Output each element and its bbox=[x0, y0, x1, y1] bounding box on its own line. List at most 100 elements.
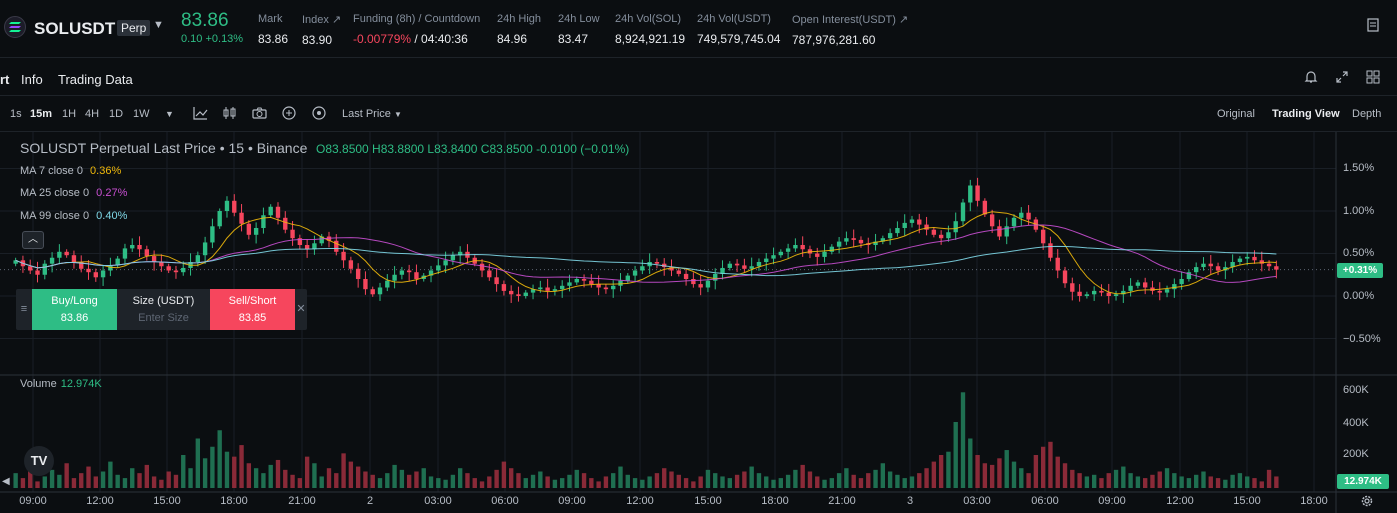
price-axis-tick: 1.50% bbox=[1343, 162, 1375, 174]
volume-bar bbox=[275, 459, 281, 488]
volume-bar bbox=[530, 474, 536, 488]
volume-bar bbox=[64, 463, 69, 488]
volume-bar bbox=[421, 468, 426, 488]
candle bbox=[589, 280, 594, 285]
drag-handle-icon[interactable]: ≡ bbox=[20, 303, 28, 315]
volume-bar bbox=[793, 469, 798, 488]
close-icon[interactable]: ✕ bbox=[296, 303, 306, 315]
candle bbox=[501, 284, 507, 291]
indicator-icon[interactable] bbox=[193, 106, 208, 123]
candle bbox=[181, 267, 186, 273]
volume-bar bbox=[632, 478, 638, 488]
scroll-left-icon[interactable]: ◀ bbox=[2, 476, 10, 487]
stat-label: 24h Vol(SOL) bbox=[615, 13, 682, 25]
document-icon[interactable] bbox=[1367, 18, 1379, 35]
candle bbox=[1223, 267, 1228, 271]
timeframe-1d[interactable]: 1D bbox=[109, 108, 124, 120]
expand-icon[interactable] bbox=[1335, 70, 1349, 87]
volume-bar bbox=[450, 474, 456, 488]
price-axis-tick: −0.50% bbox=[1343, 333, 1381, 345]
layout-grid-icon[interactable] bbox=[1366, 70, 1380, 87]
price-type-select[interactable]: Last Price ▼ bbox=[342, 108, 402, 120]
stat-open-interest[interactable]: Open Interest(USDT) ↗ 787,976,281.60 bbox=[792, 13, 908, 47]
add-icon[interactable] bbox=[282, 106, 297, 123]
candle bbox=[1084, 294, 1090, 296]
volume-value: 12.974K bbox=[60, 378, 102, 390]
candle-type-icon[interactable] bbox=[222, 106, 237, 123]
volume-bar bbox=[268, 464, 273, 488]
volume-bar bbox=[581, 473, 587, 488]
ma7-legend[interactable]: MA 7 close 0 0.36% bbox=[20, 165, 121, 177]
price-chart[interactable] bbox=[0, 132, 1397, 513]
buy-long-button[interactable]: Buy/Long 83.86 bbox=[32, 289, 117, 330]
chart-toolbar: 1s 15m 1H 4H 1D 1W ▼ Last Price ▼ Origin… bbox=[0, 96, 1397, 132]
candle bbox=[552, 289, 558, 291]
target-icon[interactable] bbox=[312, 106, 327, 123]
candle bbox=[355, 268, 361, 279]
volume-bar bbox=[713, 473, 718, 488]
volume-bar bbox=[334, 473, 339, 488]
ma25-legend[interactable]: MA 25 close 0 0.27% bbox=[20, 187, 127, 199]
tradingview-logo-icon[interactable]: TV bbox=[24, 446, 54, 476]
symbol-selector[interactable]: SOLUSDT bbox=[34, 19, 116, 38]
timeframe-1s[interactable]: 1s bbox=[10, 108, 22, 120]
candle bbox=[1106, 292, 1111, 296]
ma99-legend[interactable]: MA 99 close 0 0.40% bbox=[20, 210, 127, 222]
volume-bar bbox=[195, 438, 201, 488]
volume-bar bbox=[217, 430, 222, 488]
stat-label: Mark bbox=[258, 13, 283, 25]
timeframe-dropdown-icon[interactable]: ▼ bbox=[165, 109, 174, 119]
tab-chart[interactable]: rt bbox=[0, 72, 10, 87]
volume-bar bbox=[35, 481, 40, 488]
candle bbox=[57, 251, 62, 258]
volume-bars bbox=[13, 392, 1279, 488]
volume-bar bbox=[880, 463, 886, 488]
volume-bar bbox=[479, 481, 485, 488]
volume-bar bbox=[406, 474, 412, 488]
volume-bar bbox=[975, 455, 980, 488]
tab-trading-data[interactable]: Trading Data bbox=[58, 72, 133, 87]
candle bbox=[261, 215, 266, 228]
candle bbox=[385, 280, 390, 288]
collapse-legend-button[interactable]: ︿ bbox=[22, 231, 44, 249]
candle bbox=[443, 260, 448, 266]
volume-bar bbox=[989, 464, 995, 488]
volume-bar bbox=[1004, 450, 1009, 488]
view-trading-view[interactable]: Trading View bbox=[1272, 108, 1340, 120]
volume-bar bbox=[778, 478, 784, 488]
timeframe-15m[interactable]: 15m bbox=[30, 108, 53, 120]
ma-lines bbox=[15, 211, 1277, 295]
tab-info[interactable]: Info bbox=[21, 72, 43, 87]
view-depth[interactable]: Depth bbox=[1352, 108, 1382, 120]
time-axis-tick: 2 bbox=[366, 495, 374, 507]
candle bbox=[713, 273, 718, 281]
candle bbox=[508, 290, 514, 295]
size-input[interactable]: Size (USDT) Enter Size bbox=[117, 289, 210, 330]
volume-bar bbox=[130, 468, 135, 488]
time-axis-tick: 15:00 bbox=[1233, 495, 1261, 507]
chevron-down-icon[interactable]: ▼ bbox=[153, 19, 164, 31]
candle bbox=[968, 185, 973, 203]
volume-bar bbox=[669, 471, 674, 488]
volume-bar bbox=[159, 479, 164, 488]
gear-icon[interactable] bbox=[1360, 494, 1374, 511]
volume-bar bbox=[283, 469, 288, 488]
sell-short-button[interactable]: Sell/Short 83.85 bbox=[210, 289, 295, 330]
timeframe-1h[interactable]: 1H bbox=[62, 108, 77, 120]
volume-bar bbox=[261, 473, 266, 488]
timeframe-4h[interactable]: 4H bbox=[85, 108, 100, 120]
camera-icon[interactable] bbox=[252, 106, 267, 123]
bell-icon[interactable] bbox=[1304, 70, 1318, 87]
volume-bar bbox=[392, 464, 397, 488]
view-original[interactable]: Original bbox=[1217, 108, 1255, 120]
timeframe-1w[interactable]: 1W bbox=[133, 108, 150, 120]
candle bbox=[253, 228, 259, 235]
candle bbox=[997, 226, 1002, 237]
candle bbox=[1194, 267, 1199, 273]
volume-bar bbox=[567, 474, 572, 488]
volume-bar bbox=[1091, 474, 1097, 488]
candle bbox=[938, 234, 944, 239]
volume-bar bbox=[720, 476, 725, 488]
candle bbox=[122, 248, 128, 259]
stat-index[interactable]: Index ↗ 83.90 bbox=[302, 13, 341, 47]
